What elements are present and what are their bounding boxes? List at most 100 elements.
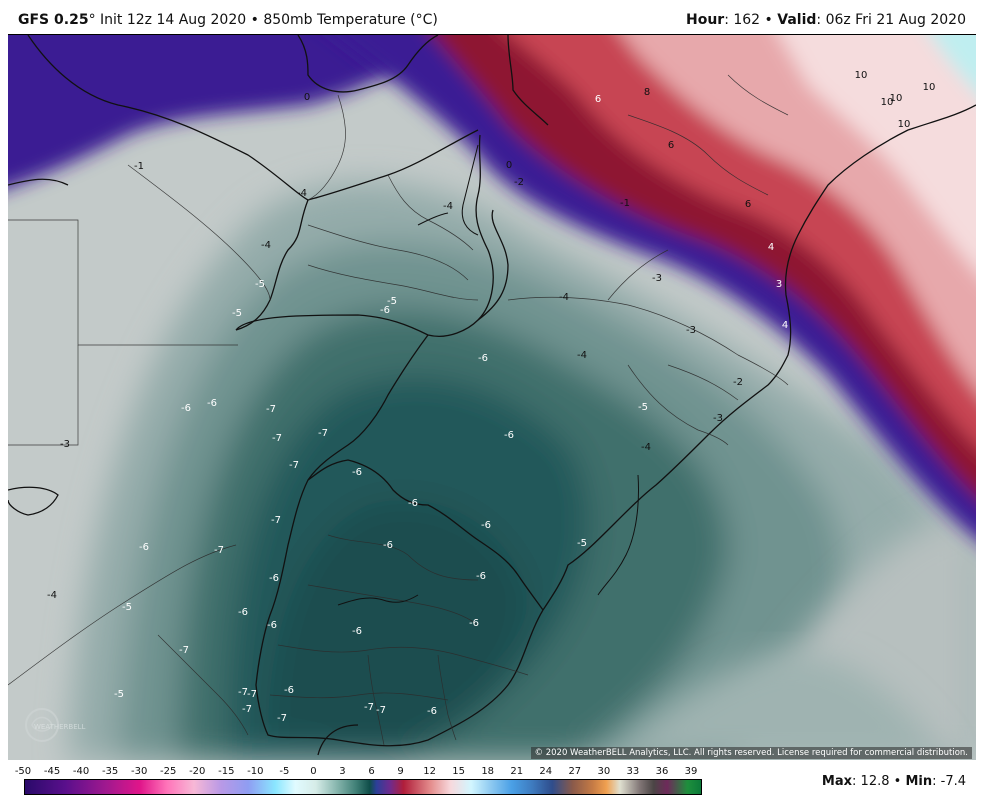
legend-tick-label: -10 [247, 766, 264, 777]
legend-ticks: -50 -45 -40 -35 -30 -25 -20 -15 -10 -5 0 3 6 9 12 15 18 2… [0, 766, 984, 780]
contour-label: -6 [352, 626, 362, 637]
degree-mark: ° [88, 12, 96, 28]
contour-label: -5 [638, 402, 648, 413]
contour-label: -6 [139, 542, 149, 553]
contour-label: -7 [376, 705, 386, 716]
title-left: GFS 0.25° Init 12z 14 Aug 2020 • 850mb T… [18, 12, 438, 28]
maxmin-bullet: • [893, 774, 902, 789]
title-right: Hour: 162 • Valid: 06z Fri 21 Aug 2020 [686, 12, 966, 28]
contour-label: -5 [387, 296, 397, 307]
contour-label: -6 [352, 467, 362, 478]
color-legend: -50 -45 -40 -35 -30 -25 -20 -15 -10 -5 0 3 6 9 12 15 18 2… [0, 760, 984, 808]
contour-label: -7 [289, 460, 299, 471]
contour-label: -6 [380, 305, 390, 316]
contour-label: 4 [781, 320, 789, 331]
state-borders [8, 74, 789, 746]
contour-label: -7 [266, 404, 276, 415]
contour-label: -5 [255, 279, 265, 290]
map-header: GFS 0.25° Init 12z 14 Aug 2020 • 850mb T… [0, 0, 984, 34]
legend-tick-label: -25 [160, 766, 177, 777]
legend-tick-label: 0 [310, 766, 317, 777]
min-value: : -7.4 [932, 774, 966, 789]
contour-label: 6 [594, 94, 602, 105]
legend-tick-label: 9 [397, 766, 404, 777]
contour-label: -4 [47, 590, 57, 601]
contour-label: -6 [181, 403, 191, 414]
hour-value: : 162 [724, 12, 761, 28]
contour-label: -6 [238, 607, 248, 618]
contour-label: -4 [641, 442, 651, 453]
contour-label: -4 [559, 292, 569, 303]
legend-tick-label: -35 [101, 766, 119, 777]
valid-value: : 06z Fri 21 Aug 2020 [816, 12, 966, 28]
field-name: 850mb Temperature (°C) [263, 12, 438, 28]
contour-label: -6 [383, 540, 393, 551]
contour-label: 10 [922, 82, 936, 93]
country-borders [8, 35, 976, 756]
contour-label: -6 [207, 398, 217, 409]
temperature-map[interactable]: 0 -1 -4 -4 -4 0 -2 -1 6 8 6 6 4 3 4 10 10 10 10 10 -5 -5 -5 -6-… [8, 34, 976, 762]
contour-label: -3 [713, 413, 723, 424]
contour-label: 0 [303, 92, 311, 103]
rivers [337, 144, 639, 606]
contour-label: 10 [880, 97, 894, 108]
contour-label: -7 [242, 704, 252, 715]
map-graphic [8, 35, 976, 761]
contour-label: -6 [427, 706, 437, 717]
contour-label: 8 [643, 87, 651, 98]
legend-tick-label: 18 [481, 766, 495, 777]
contour-label: -7 [247, 689, 257, 700]
legend-tick-label: -20 [189, 766, 206, 777]
legend-tick-label: -40 [72, 766, 90, 777]
contour-label: -7 [272, 433, 282, 444]
contour-label: -6 [504, 430, 514, 441]
contour-label: -5 [577, 538, 587, 549]
contour-label: -7 [318, 428, 328, 439]
contour-label: 4 [767, 242, 775, 253]
contour-label: -5 [114, 689, 124, 700]
legend-tick-label: 24 [539, 766, 553, 777]
model-name: GFS 0.25 [18, 12, 89, 28]
contour-label: -5 [122, 602, 132, 613]
legend-tick-label: 36 [655, 766, 669, 777]
legend-tick-label: 3 [339, 766, 346, 777]
min-label: Min [905, 774, 933, 789]
contour-label: -3 [60, 439, 70, 450]
legend-color-bar [24, 779, 702, 795]
contour-label: -6 [478, 353, 488, 364]
contour-label: -4 [443, 201, 453, 212]
contour-label: -3 [652, 273, 662, 284]
contour-label: -5 [232, 308, 242, 319]
bullet-2: • [764, 12, 773, 28]
contour-label: 3 [775, 279, 783, 290]
contour-label: -7 [277, 713, 287, 724]
contour-label: -6 [267, 620, 277, 631]
logo-text: WEATHERBELL [34, 723, 86, 731]
contour-label: -7 [214, 545, 224, 556]
contour-label: 6 [744, 199, 752, 210]
legend-tick-label: 27 [568, 766, 582, 777]
contour-label: 10 [897, 119, 911, 130]
contour-label: -7 [271, 515, 281, 526]
legend-tick-label: 39 [684, 766, 698, 777]
contour-label: -6 [476, 571, 486, 582]
legend-tick-label: 21 [510, 766, 524, 777]
bullet-1: • [250, 12, 259, 28]
contour-label: -6 [408, 498, 418, 509]
contour-label: -1 [620, 198, 630, 209]
legend-tick-label: 15 [452, 766, 466, 777]
contour-label: -2 [514, 177, 524, 188]
hour-label: Hour [685, 12, 725, 28]
contour-label: 10 [854, 70, 868, 81]
legend-tick-label: -5 [279, 766, 290, 777]
legend-tick-label: 33 [626, 766, 640, 777]
legend-tick-label: -50 [14, 766, 32, 777]
contour-label: -4 [577, 350, 587, 361]
legend-tick-label: 6 [368, 766, 375, 777]
valid-label: Valid [777, 12, 817, 28]
max-min-readout: Max: 12.8 • Min: -7.4 [822, 774, 966, 789]
legend-tick-label: 12 [423, 766, 436, 777]
max-value: : 12.8 [852, 774, 890, 789]
max-label: Max [821, 774, 853, 789]
contour-label: -3 [686, 325, 696, 336]
